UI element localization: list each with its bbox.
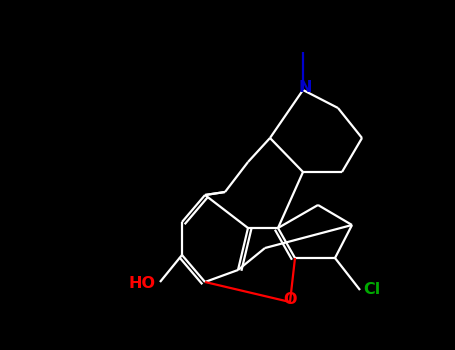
Text: Cl: Cl [363,282,380,298]
Text: HO: HO [129,276,156,292]
Text: O: O [283,293,297,308]
Text: N: N [298,80,312,96]
